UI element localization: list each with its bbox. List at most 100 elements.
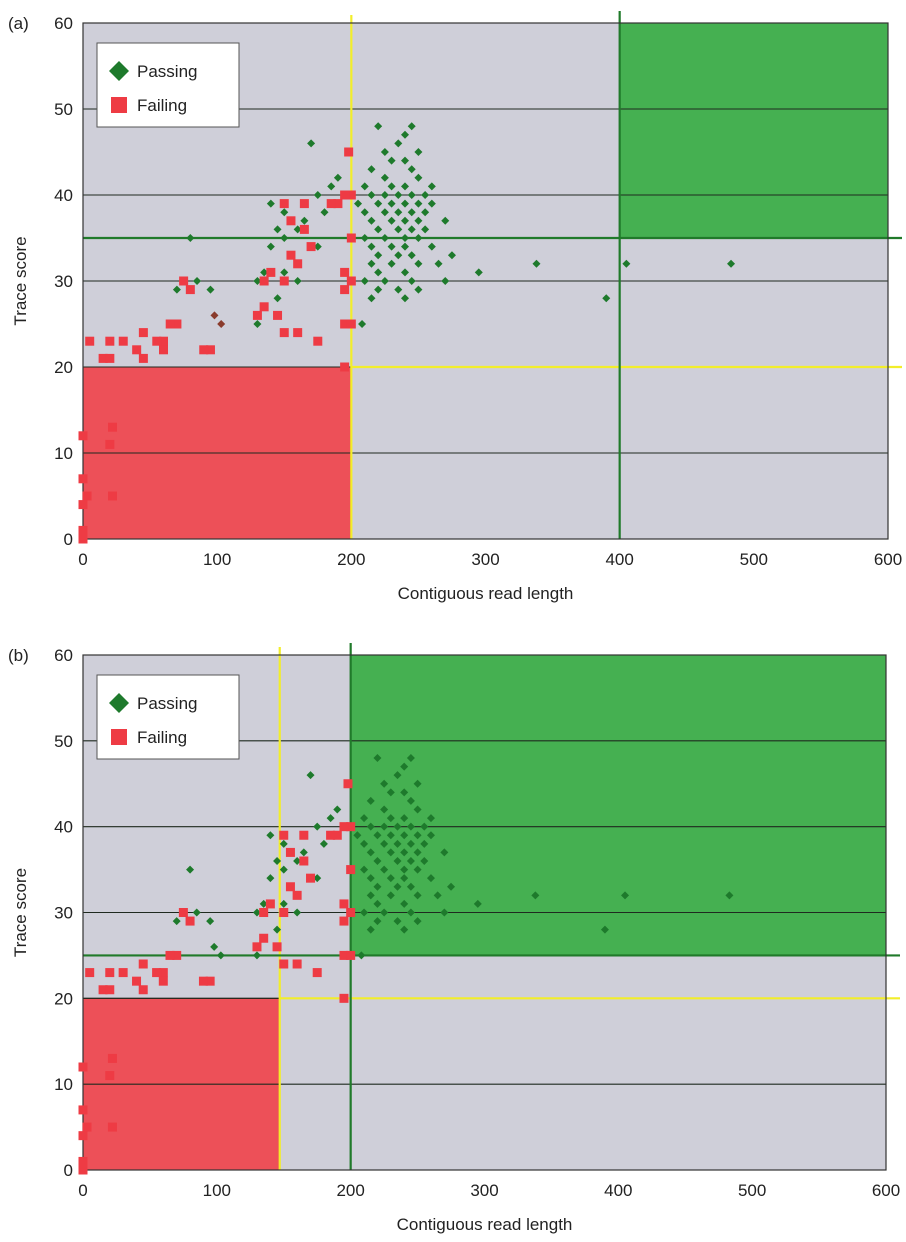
x-tick-label: 500 bbox=[740, 550, 768, 569]
y-tick-label: 10 bbox=[54, 444, 73, 463]
passing-point bbox=[366, 848, 375, 857]
plot-frame bbox=[82, 22, 889, 540]
passing-point bbox=[426, 831, 435, 840]
passing-point bbox=[447, 882, 456, 891]
x-axis-title: Contiguous read length bbox=[397, 1215, 573, 1234]
passing-point bbox=[400, 874, 409, 883]
failing-point bbox=[78, 1156, 88, 1166]
passing-point bbox=[380, 865, 389, 874]
y-tick-label: 40 bbox=[54, 818, 73, 837]
failing-point bbox=[108, 491, 118, 501]
failing-point bbox=[346, 190, 356, 200]
passing-point bbox=[266, 242, 275, 251]
passing-point bbox=[420, 822, 429, 831]
passing-point bbox=[366, 796, 375, 805]
failing-point bbox=[346, 319, 356, 329]
passing-point bbox=[406, 796, 415, 805]
passing-point bbox=[393, 839, 402, 848]
passing-point bbox=[406, 882, 415, 891]
passing-point bbox=[374, 122, 383, 131]
failing-point bbox=[178, 908, 188, 917]
passing-point bbox=[313, 822, 322, 831]
passing-point bbox=[260, 268, 269, 277]
failing-point bbox=[279, 199, 289, 209]
x-tick-label: 400 bbox=[605, 550, 633, 569]
x-tick-label: 0 bbox=[78, 1181, 87, 1200]
passing-point bbox=[307, 139, 316, 148]
passing-point bbox=[279, 899, 288, 908]
passing-point bbox=[441, 277, 450, 285]
failing-point bbox=[306, 242, 316, 252]
failing-point bbox=[259, 276, 269, 286]
passing-point bbox=[380, 779, 389, 788]
passing-point bbox=[394, 191, 403, 199]
failing-point bbox=[105, 336, 115, 346]
passing-point bbox=[414, 148, 423, 156]
failing-point bbox=[279, 959, 289, 969]
failing-point bbox=[138, 985, 148, 995]
failing-point bbox=[272, 942, 282, 952]
passing-point bbox=[414, 199, 423, 208]
passing-point bbox=[293, 225, 302, 234]
passing-point bbox=[427, 182, 436, 191]
failing-point bbox=[78, 525, 88, 535]
passing-point bbox=[413, 779, 422, 788]
y-tick-label: 20 bbox=[54, 358, 73, 377]
passing-point bbox=[401, 182, 409, 191]
passing-point bbox=[420, 857, 429, 865]
failing-point bbox=[285, 882, 295, 892]
passing-point bbox=[279, 865, 288, 874]
passing-point bbox=[373, 882, 382, 891]
failing-point bbox=[346, 908, 356, 917]
failing-point bbox=[118, 968, 128, 978]
passing-point bbox=[280, 268, 289, 277]
passing-point bbox=[531, 891, 540, 900]
failing-point bbox=[82, 1122, 92, 1132]
failing-point bbox=[172, 950, 182, 960]
failing-point bbox=[340, 190, 350, 200]
passing-point bbox=[380, 173, 389, 182]
failing-point bbox=[340, 285, 350, 295]
unlabeled-point bbox=[210, 311, 219, 320]
pass-region bbox=[619, 23, 888, 238]
passing-point bbox=[427, 242, 436, 251]
failing-point bbox=[198, 976, 208, 986]
failing-point bbox=[292, 959, 302, 969]
passing-legend-marker bbox=[109, 693, 129, 713]
failing-point bbox=[265, 899, 275, 909]
failing-point bbox=[78, 1165, 88, 1175]
failing-point bbox=[299, 830, 309, 840]
passing-point bbox=[394, 225, 403, 234]
passing-point bbox=[373, 754, 382, 762]
passing-point bbox=[367, 294, 376, 303]
passing-point bbox=[414, 173, 423, 182]
failing-point bbox=[259, 933, 269, 943]
passing-point bbox=[414, 259, 423, 268]
passing-point bbox=[420, 839, 429, 848]
passing-point bbox=[474, 268, 483, 277]
unlabeled-point bbox=[217, 320, 226, 328]
failing-point bbox=[78, 1131, 88, 1141]
passing-point bbox=[401, 156, 409, 165]
passing-point bbox=[366, 874, 375, 883]
failing-point bbox=[279, 328, 289, 338]
passing-point bbox=[407, 122, 416, 131]
failing-point bbox=[185, 916, 195, 926]
failing-point bbox=[252, 942, 262, 952]
passing-point bbox=[367, 216, 376, 225]
passing-point bbox=[367, 191, 376, 199]
chart-panel-a: (a) 0 10 20 30 40 50 60 0 100 200 300 400 500 600 Passi… bbox=[0, 0, 906, 612]
passing-point bbox=[725, 891, 734, 900]
passing-point bbox=[386, 788, 395, 797]
passing-point bbox=[386, 891, 395, 900]
passing-point bbox=[386, 848, 395, 857]
failing-point bbox=[185, 285, 195, 295]
failing-point bbox=[332, 830, 342, 840]
y-tick-label: 50 bbox=[54, 732, 73, 751]
passing-point bbox=[400, 788, 409, 797]
failing-point bbox=[292, 890, 302, 900]
passing-point bbox=[401, 199, 409, 208]
passing-point bbox=[360, 234, 369, 242]
passing-point bbox=[426, 874, 435, 883]
